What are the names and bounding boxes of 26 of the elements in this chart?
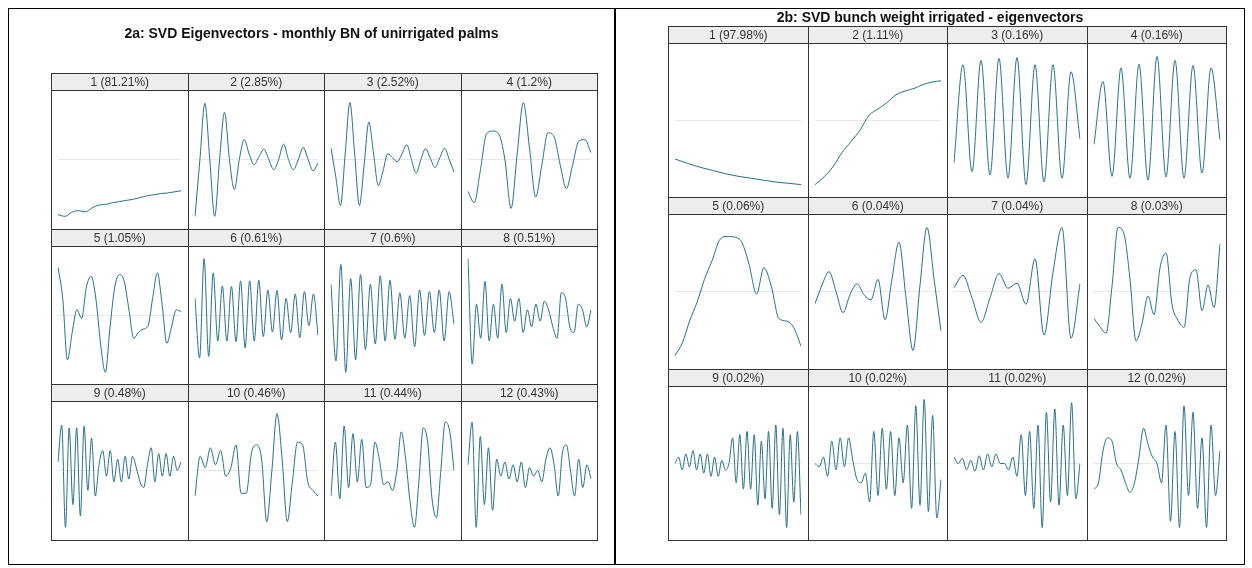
chart-title: 3 (0.16%) [948,27,1087,44]
chart-title: 6 (0.61%) [188,229,324,247]
chart-title: 11 (0.02%) [948,369,1087,387]
chart-title: 9 (0.48%) [52,385,188,403]
chart-title: 1 (97.98%) [669,27,808,44]
chart-title: 7 (0.6%) [325,229,461,247]
chart-title: 8 (0.03%) [1087,198,1226,216]
chart-title: 2 (2.85%) [188,74,324,91]
chart-title: 9 (0.02%) [669,369,808,387]
chart-title: 4 (1.2%) [461,74,597,91]
chart-title: 5 (1.05%) [52,229,188,247]
text: 2a: SVD Eigenvectors - monthly BN of unirrigated palms [123,25,500,41]
chart-title: 5 (0.06%) [669,198,808,216]
chart-title: 12 (0.43%) [461,385,597,403]
text: 2b: SVD bunch weight irrigated - eigenvectors [775,9,1085,25]
chart-title: 10 (0.46%) [188,385,324,403]
chart-title: 4 (0.16%) [1087,27,1226,44]
chart-title: 10 (0.02%) [808,369,947,387]
chart-title: 12 (0.02%) [1087,369,1226,387]
chart-title: 7 (0.04%) [948,198,1087,216]
chart-title: 2 (1.11%) [808,27,947,44]
chart-title: 6 (0.04%) [808,198,947,216]
chart-title: 3 (2.52%) [325,74,461,91]
chart-title: 8 (0.51%) [461,229,597,247]
chart-title: 11 (0.44%) [325,385,461,403]
chart-title: 1 (81.21%) [52,74,188,91]
